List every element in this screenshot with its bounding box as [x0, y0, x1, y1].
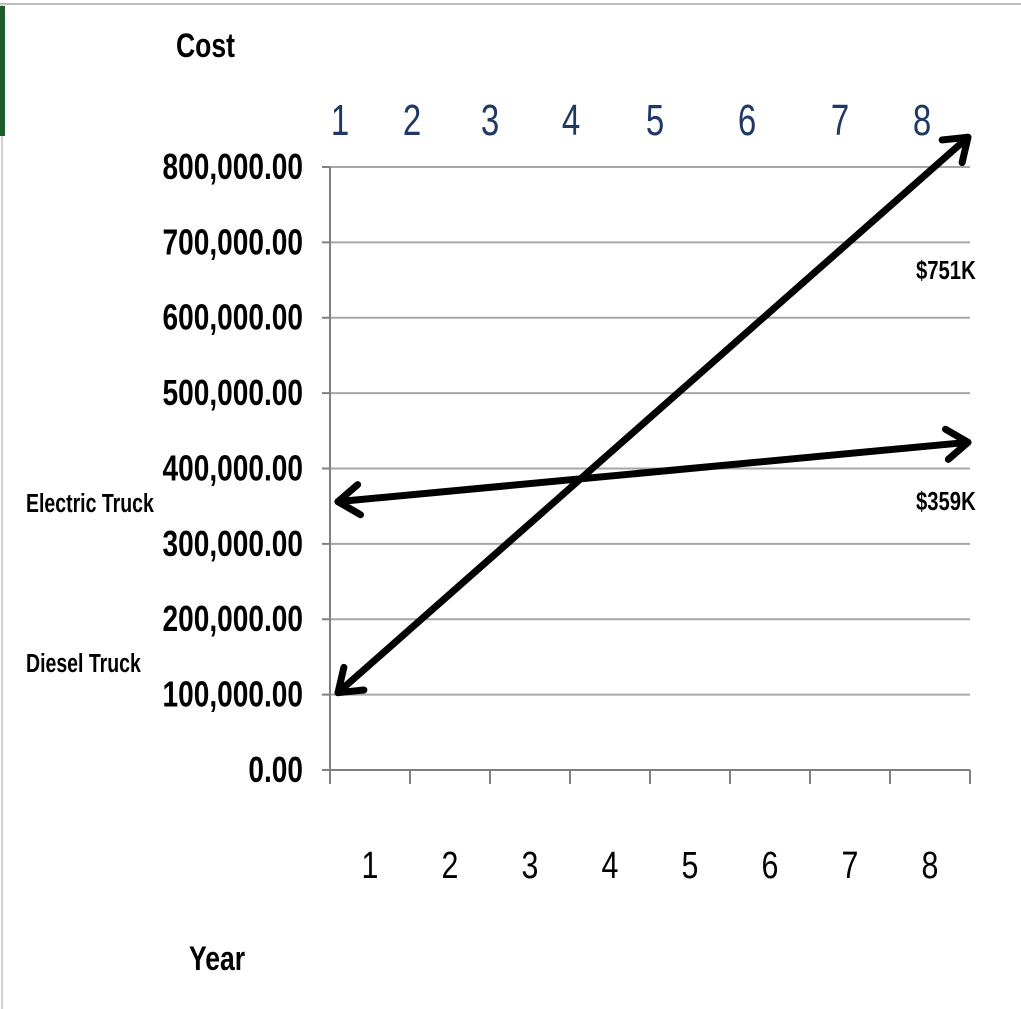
y-tick-label: 0.00 — [248, 750, 303, 790]
top-axis-tick-label: 8 — [913, 97, 931, 146]
axes — [322, 166, 971, 784]
diesel-truck-arrowhead-end — [938, 133, 972, 167]
y-axis-title: Cost — [176, 27, 235, 65]
x-axis-title: Year — [189, 940, 245, 978]
x-tick-label: 5 — [682, 845, 699, 887]
x-tick-label: 3 — [522, 845, 539, 887]
x-tick-label: 2 — [442, 845, 459, 887]
diesel-truck-arrowhead-start — [334, 663, 368, 697]
electric-truck-end-label: $359K — [916, 487, 976, 516]
frame-left-accent — [0, 6, 5, 136]
top-axis-tick-label: 5 — [646, 97, 664, 146]
diesel-truck-end-label: $751K — [916, 256, 976, 285]
top-axis-tick-labels: 1 2 3 4 5 6 7 8 — [331, 97, 931, 146]
top-axis-tick-label: 3 — [481, 97, 499, 146]
top-axis-tick-label: 4 — [562, 97, 580, 146]
y-tick-label: 300,000.00 — [163, 524, 303, 564]
y-tick-labels: 0.00 100,000.00 200,000.00 300,000.00 400,00… — [163, 147, 303, 790]
electric-truck-arrowhead-end — [942, 425, 972, 463]
top-axis-tick-label: 1 — [331, 97, 349, 146]
electric-truck-name-label: Electric Truck — [26, 488, 154, 517]
top-axis-tick-label: 7 — [831, 97, 849, 146]
top-axis-tick-label: 2 — [403, 97, 421, 146]
diesel-truck-line — [334, 133, 972, 697]
gridlines — [330, 166, 970, 696]
top-axis-tick-label: 6 — [738, 97, 756, 146]
y-tick-label: 600,000.00 — [163, 297, 303, 337]
y-tick-label: 400,000.00 — [163, 448, 303, 488]
series-lines — [334, 133, 972, 697]
y-tick-label: 800,000.00 — [163, 147, 303, 187]
electric-truck-line — [334, 438, 972, 506]
x-tick-label: 7 — [842, 845, 859, 887]
series-labels: Electric Truck $359K Diesel Truck $751K — [26, 256, 976, 678]
diesel-truck-name-label: Diesel Truck — [26, 648, 141, 677]
y-tick-label: 500,000.00 — [163, 373, 303, 413]
electric-truck-arrowhead-start — [334, 481, 364, 519]
y-tick-label: 700,000.00 — [163, 222, 303, 262]
x-tick-labels: 1 2 3 4 5 6 7 8 — [362, 845, 939, 887]
x-tick-label: 8 — [922, 845, 939, 887]
x-tick-label: 6 — [762, 845, 779, 887]
x-tick-label: 4 — [602, 845, 619, 887]
x-tick-label: 1 — [362, 845, 379, 887]
y-tick-label: 200,000.00 — [163, 599, 303, 639]
y-tick-label: 100,000.00 — [163, 674, 303, 714]
